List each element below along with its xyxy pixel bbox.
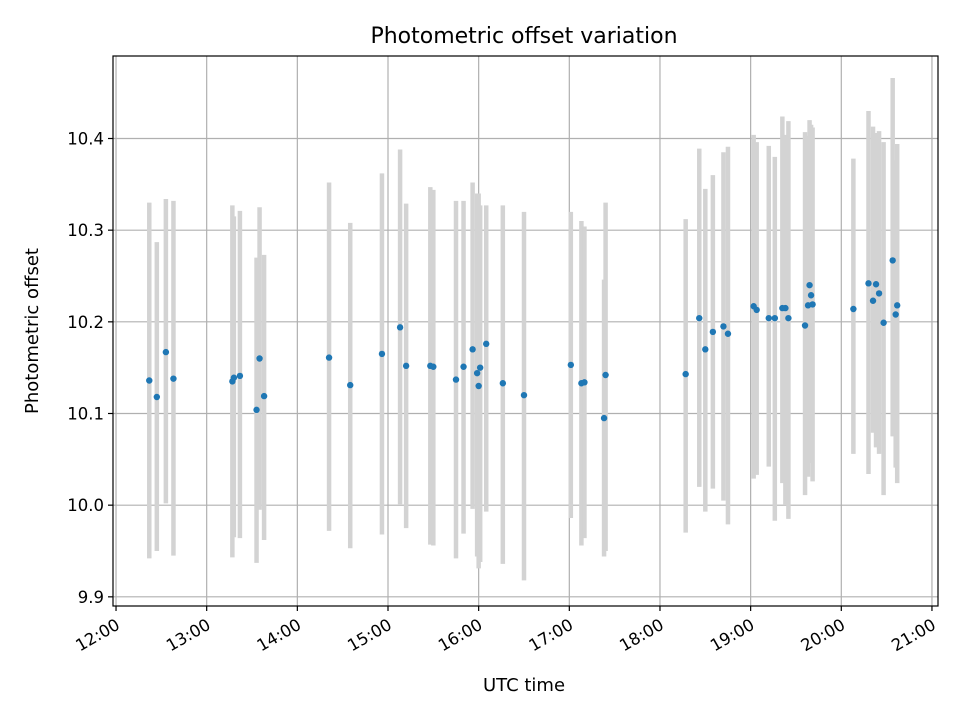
data-point bbox=[396, 324, 404, 331]
data-point bbox=[567, 361, 575, 369]
x-tick-label: 19:00 bbox=[707, 615, 758, 655]
x-tick-label: 13:00 bbox=[163, 615, 214, 655]
data-point bbox=[256, 355, 263, 362]
data-point bbox=[581, 379, 588, 386]
data-point bbox=[720, 323, 727, 330]
data-point bbox=[865, 280, 872, 287]
x-tick-label: 18:00 bbox=[616, 615, 667, 655]
data-point bbox=[602, 371, 609, 379]
data-point bbox=[600, 414, 608, 422]
data-point bbox=[146, 377, 153, 384]
x-tick-label: 15:00 bbox=[344, 615, 395, 655]
data-point bbox=[452, 376, 460, 383]
data-point bbox=[807, 292, 815, 299]
data-point bbox=[702, 346, 709, 353]
data-point bbox=[809, 301, 816, 308]
data-point bbox=[483, 340, 490, 348]
x-axis-ticks: 12:00 13:00 14:00 15:00 16:00 17:00 18:00 19:00… bbox=[72, 606, 939, 655]
data-point bbox=[460, 363, 467, 370]
y-tick-label: 10.4 bbox=[67, 130, 104, 149]
data-point bbox=[430, 363, 437, 370]
data-point bbox=[499, 380, 507, 387]
y-tick-label: 10.1 bbox=[67, 405, 104, 424]
plot-frame bbox=[112, 55, 939, 607]
data-point bbox=[875, 290, 883, 297]
y-tick-label: 10.2 bbox=[67, 313, 104, 332]
data-point bbox=[892, 311, 899, 318]
data-point bbox=[765, 314, 772, 322]
data-point bbox=[894, 302, 901, 309]
data-point bbox=[869, 297, 877, 304]
data-point bbox=[724, 330, 732, 337]
data-point bbox=[753, 306, 760, 314]
data-point bbox=[162, 348, 170, 356]
data-point bbox=[402, 362, 410, 370]
y-tick-label: 10.3 bbox=[67, 221, 104, 240]
data-point bbox=[880, 319, 887, 326]
data-point bbox=[696, 314, 703, 322]
data-point bbox=[850, 305, 857, 313]
data-point bbox=[473, 369, 481, 377]
data-point bbox=[469, 346, 476, 353]
data-point bbox=[153, 393, 161, 401]
x-tick-label: 20:00 bbox=[798, 615, 849, 655]
error-bars bbox=[147, 78, 900, 581]
data-point bbox=[682, 370, 689, 378]
data-point bbox=[806, 281, 813, 289]
data-point bbox=[476, 364, 484, 371]
x-tick-label: 21:00 bbox=[888, 615, 939, 655]
data-point bbox=[872, 281, 880, 288]
data-point bbox=[253, 406, 260, 414]
data-point bbox=[475, 382, 482, 390]
data-point bbox=[520, 391, 528, 399]
data-point bbox=[785, 314, 792, 322]
y-tick-label: 10.0 bbox=[67, 496, 104, 515]
data-point bbox=[325, 354, 333, 361]
data-point bbox=[170, 375, 177, 382]
chart-title: Photometric offset variation bbox=[370, 24, 677, 49]
data-point bbox=[347, 381, 354, 389]
y-axis-ticks: 9.9 10.0 10.1 10.2 10.3 10.4 bbox=[67, 130, 113, 607]
data-point bbox=[230, 374, 238, 381]
x-tick-label: 12:00 bbox=[72, 615, 123, 655]
data-point bbox=[236, 372, 244, 380]
y-tick-label: 9.9 bbox=[78, 588, 104, 607]
data-point bbox=[378, 350, 386, 358]
data-point bbox=[889, 257, 896, 264]
data-points bbox=[146, 257, 901, 422]
data-point bbox=[260, 392, 268, 400]
data-point bbox=[709, 328, 717, 336]
x-axis-label: UTC time bbox=[483, 675, 565, 696]
data-point bbox=[782, 304, 789, 312]
data-point bbox=[801, 322, 809, 329]
x-tick-label: 17:00 bbox=[526, 615, 577, 655]
x-tick-label: 16:00 bbox=[435, 615, 486, 655]
x-tick-label: 14:00 bbox=[254, 615, 305, 655]
data-point bbox=[771, 314, 779, 322]
y-axis-label: Photometric offset bbox=[22, 248, 43, 414]
